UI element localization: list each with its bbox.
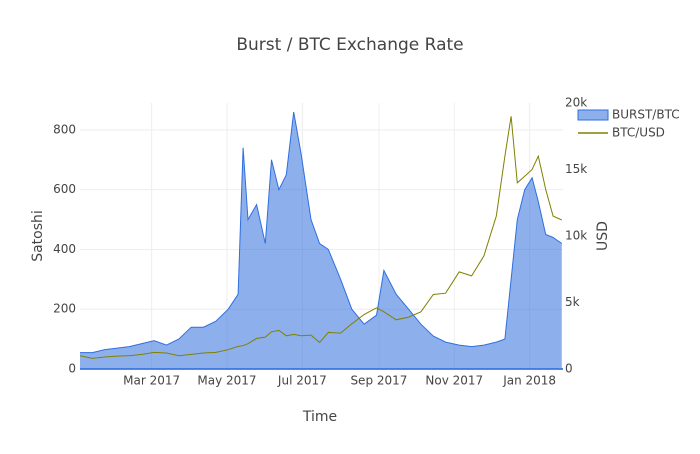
y2-axis-title: USD bbox=[595, 221, 611, 251]
line bbox=[79, 116, 563, 359]
legend-label: BTC/USD bbox=[612, 126, 665, 140]
y-tick-label: 0 bbox=[68, 362, 76, 376]
y2-tick-label: 20k bbox=[565, 96, 587, 110]
x-tick-label: May 2017 bbox=[197, 374, 256, 388]
area bbox=[80, 112, 562, 369]
y2-tick-label: 15k bbox=[565, 162, 587, 176]
x-axis-title: Time bbox=[302, 409, 337, 425]
x-tick-label: Jan 2018 bbox=[502, 374, 556, 388]
y-tick-label: 800 bbox=[53, 122, 76, 136]
y-tick-label: 200 bbox=[53, 302, 76, 316]
chart-title: Burst / BTC Exchange Rate bbox=[236, 35, 463, 55]
legend-label: BURST/BTC bbox=[612, 108, 680, 122]
x-tick-label: Nov 2017 bbox=[425, 374, 483, 388]
y2-tick-label: 0 bbox=[565, 362, 573, 376]
y2-tick-label: 5k bbox=[565, 295, 580, 309]
x-tick-label: Mar 2017 bbox=[123, 374, 180, 388]
x-tick-label: Sep 2017 bbox=[350, 374, 407, 388]
legend-swatch bbox=[577, 109, 609, 121]
line bbox=[80, 111, 563, 354]
x-tick-label: Jul 2017 bbox=[277, 374, 327, 388]
y-axis-title: Satoshi bbox=[30, 210, 46, 262]
y2-tick-label: 10k bbox=[565, 229, 587, 243]
y-tick-label: 600 bbox=[53, 182, 76, 196]
y-tick-label: 400 bbox=[53, 242, 76, 256]
